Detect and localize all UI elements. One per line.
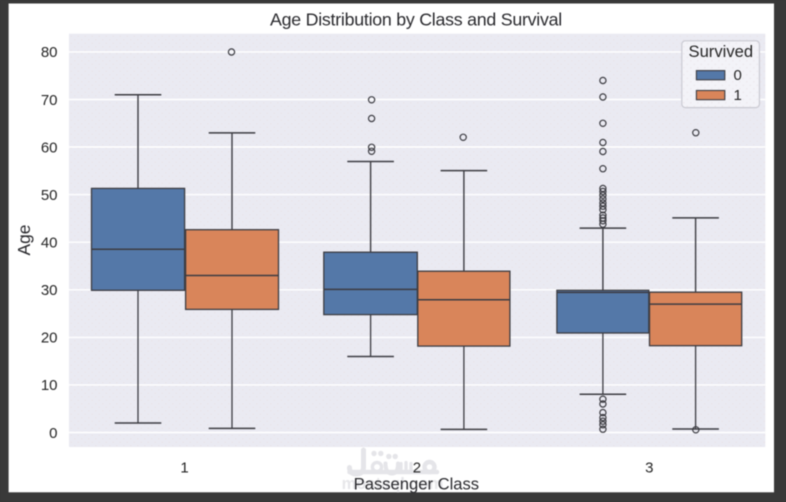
svg-text:Age: Age (14, 225, 34, 256)
svg-text:Survived: Survived (689, 42, 754, 61)
svg-text:1: 1 (734, 87, 742, 104)
svg-text:0: 0 (734, 67, 742, 84)
svg-text:30: 30 (41, 282, 58, 299)
svg-text:10: 10 (41, 377, 58, 394)
svg-text:20: 20 (41, 330, 58, 347)
svg-text:1: 1 (180, 460, 188, 477)
svg-text:Passenger Class: Passenger Class (354, 475, 479, 494)
svg-text:70: 70 (41, 92, 58, 109)
svg-text:50: 50 (41, 187, 58, 204)
svg-text:0: 0 (49, 425, 57, 442)
svg-text:60: 60 (41, 139, 58, 156)
svg-text:mostaql.com: mostaql.com (342, 475, 444, 493)
svg-text:3: 3 (645, 460, 653, 477)
svg-text:2: 2 (413, 460, 421, 477)
svg-text:Age Distribution by Class and: Age Distribution by Class and Survival (270, 10, 562, 30)
svg-text:40: 40 (41, 235, 58, 252)
svg-text:80: 80 (41, 44, 58, 61)
